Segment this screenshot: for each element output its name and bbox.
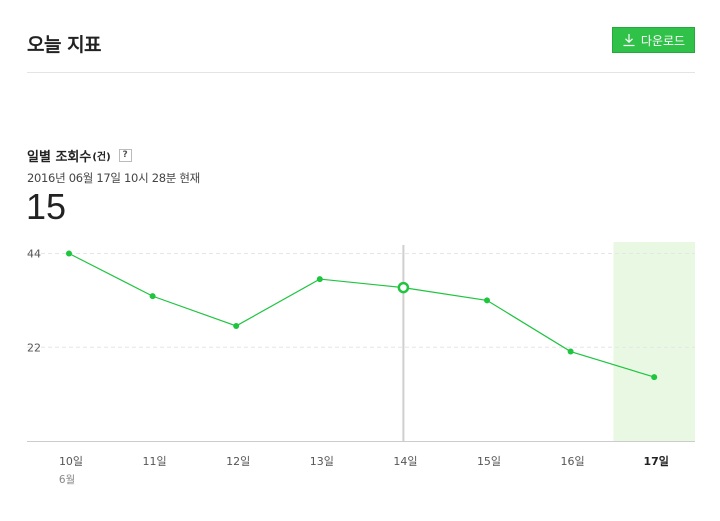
y-tick-label-44: 44 xyxy=(27,248,41,261)
metric-value: 15 xyxy=(26,186,67,227)
timestamp: 2016년 06월 17일 10시 28분 현재 xyxy=(27,171,200,185)
series-line xyxy=(68,252,655,378)
data-point[interactable] xyxy=(66,250,72,257)
x-tick-label: 11일 xyxy=(143,454,167,468)
x-tick-label: 16일 xyxy=(561,454,585,468)
x-tick-label: 15일 xyxy=(477,454,501,468)
x-tick-label: 17일 xyxy=(643,454,668,468)
x-tick-label: 12일 xyxy=(226,454,250,468)
metric-title-text: 일별 조회수 xyxy=(27,150,92,165)
x-tick-label: 10일 xyxy=(59,454,83,468)
y-tick-label-22: 22 xyxy=(27,341,41,354)
x-tick-label: 13일 xyxy=(310,454,334,468)
data-point[interactable] xyxy=(484,297,490,304)
metric-title: 일별 조회수 (건) ? xyxy=(27,146,132,165)
x-tick-label: 14일 xyxy=(393,454,417,468)
today-highlight-band xyxy=(613,242,695,441)
download-icon xyxy=(623,34,635,47)
data-point-selected[interactable] xyxy=(397,281,410,294)
page-title: 오늘 지표 xyxy=(27,34,102,56)
data-point[interactable] xyxy=(149,293,156,300)
download-label: 다운로드 xyxy=(640,33,686,48)
data-point[interactable] xyxy=(233,322,240,329)
data-point[interactable] xyxy=(567,348,574,355)
data-point[interactable] xyxy=(651,374,658,381)
month-label: 6월 xyxy=(59,474,75,486)
header-divider xyxy=(27,72,695,73)
help-icon[interactable]: ? xyxy=(118,149,132,162)
download-button[interactable]: 다운로드 xyxy=(612,27,695,53)
metric-unit: (건) xyxy=(92,152,111,163)
data-point[interactable] xyxy=(316,276,323,283)
